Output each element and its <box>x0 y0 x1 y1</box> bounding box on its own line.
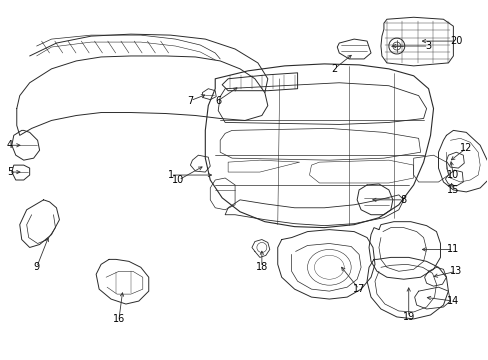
Text: 3: 3 <box>425 41 431 51</box>
Text: 16: 16 <box>113 314 125 324</box>
Text: 5: 5 <box>7 167 13 177</box>
Text: 14: 14 <box>447 296 459 306</box>
Text: 11: 11 <box>447 244 459 255</box>
Text: 6: 6 <box>215 96 221 105</box>
Text: 20: 20 <box>449 36 462 46</box>
Text: 4: 4 <box>7 140 13 150</box>
Text: 2: 2 <box>330 64 337 74</box>
Text: 18: 18 <box>255 262 267 272</box>
Text: 13: 13 <box>449 266 462 276</box>
Text: 19: 19 <box>402 312 414 322</box>
Text: 9: 9 <box>34 262 40 272</box>
Text: 10: 10 <box>447 170 459 180</box>
Text: 8: 8 <box>400 195 406 205</box>
Text: 15: 15 <box>446 185 459 195</box>
Text: 12: 12 <box>459 143 471 153</box>
Text: 7: 7 <box>187 96 193 105</box>
Text: 17: 17 <box>352 284 365 294</box>
Text: 10: 10 <box>172 175 184 185</box>
Text: 1: 1 <box>167 170 173 180</box>
